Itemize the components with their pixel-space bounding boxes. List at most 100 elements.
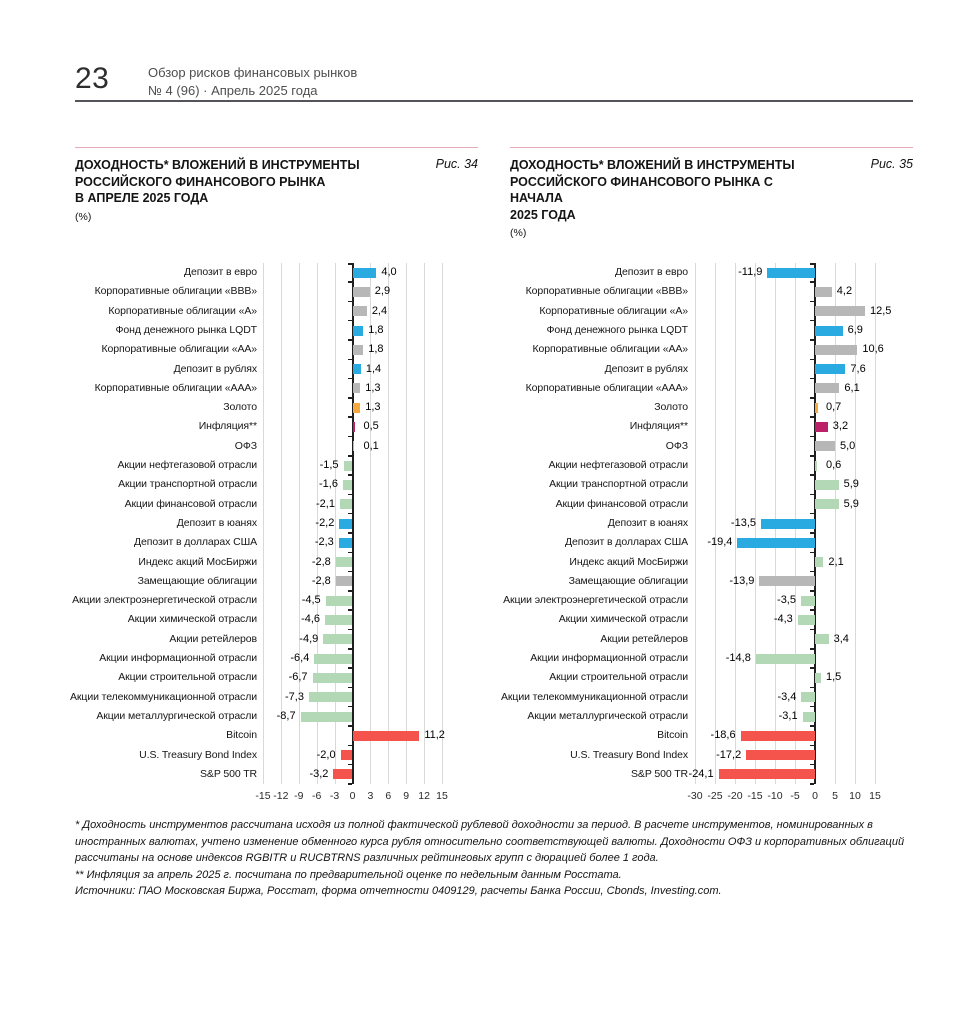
bar (815, 499, 839, 510)
zero-axis-tick (810, 358, 814, 360)
gridline (334, 263, 336, 785)
zero-axis (351, 263, 354, 785)
zero-axis-tick (347, 377, 352, 380)
figure-label: Рис. 35 (870, 157, 913, 171)
bar (312, 672, 353, 683)
category-label: Акции нефтегазовой отрасли (117, 459, 257, 471)
category-label: Индекс акций МосБиржи (138, 555, 257, 568)
category-label: Корпоративные облигации «АА» (101, 343, 258, 356)
value-label: 3,4 (833, 632, 849, 645)
value-label: -4,3 (773, 613, 793, 626)
zero-axis-tick (810, 300, 814, 303)
category-label: Акции финансовой отрасли (124, 497, 258, 510)
gridline (715, 263, 716, 785)
x-tick-label: -6 (312, 790, 322, 803)
category-label: Акции химической отрасли (127, 613, 257, 626)
category-label: Bitcoin (226, 729, 257, 742)
bar (815, 364, 846, 375)
zero-axis-tick (810, 686, 814, 689)
zero-axis-tick (810, 628, 814, 631)
bar-chart-ytd: -30 -25 -20 -15 -10 -5 0 5 10 15 Депозит в евро -11… (501, 263, 891, 806)
gridline (424, 263, 426, 785)
gridline (388, 263, 390, 785)
bar (767, 267, 815, 278)
value-label: -8,7 (276, 709, 296, 722)
x-tick-label: -30 (687, 790, 703, 803)
zero-axis-tick (810, 455, 814, 457)
value-label: 2,9 (374, 285, 391, 298)
x-tick-label: 6 (385, 790, 392, 803)
category-label: Замещающие облигации (568, 574, 689, 587)
bar (801, 692, 815, 703)
zero-axis-tick (347, 532, 352, 534)
value-label: 0,7 (826, 401, 842, 414)
x-tick-label: 3 (367, 790, 374, 803)
chart-title: ДОХОДНОСТЬ* ВЛОЖЕНИЙ В ИНСТРУМЕНТЫ РОССИЙ… (510, 157, 828, 223)
bar (815, 306, 865, 317)
bar (323, 634, 353, 645)
x-tick-label: -3 (329, 790, 340, 803)
zero-axis-tick (347, 551, 352, 553)
bar (342, 479, 353, 490)
value-label: 1,5 (826, 671, 842, 684)
category-label: Депозит в юанях (176, 516, 257, 529)
category-label: Акции строительной отрасли (549, 671, 688, 684)
bar (339, 518, 353, 529)
value-label: 0,6 (826, 459, 842, 471)
x-tick-label: 15 (869, 790, 881, 803)
category-label: Акции транспортной отрасли (118, 478, 257, 491)
category-label: Акции телекоммуникационной отрасли (70, 690, 257, 703)
bar (352, 364, 361, 375)
bar (352, 325, 364, 336)
zero-axis-tick (810, 377, 814, 380)
bar-chart-april: -15 -12 -9 -6 -3 0 3 6 9 12 15 Депозит в евро 4,0 Кор… (70, 263, 448, 806)
figure-34-column: ДОХОДНОСТЬ* ВЛОЖЕНИЙ В ИНСТРУМЕНТЫ РОССИЙ… (70, 147, 478, 808)
category-label: Фонд денежного рынка LQDT (115, 323, 258, 336)
gridline (695, 263, 696, 785)
category-label: Депозит в евро (184, 266, 257, 278)
chart-title-line: 2025 ГОДА (510, 207, 576, 222)
value-label: 0,5 (363, 420, 379, 433)
category-label: Корпоративные облигации «BBB» (525, 285, 688, 298)
zero-axis-tick (347, 609, 352, 611)
x-tick-label: 12 (418, 790, 430, 803)
report-title: Обзор рисков финансовых рынков (148, 65, 358, 80)
bar (815, 422, 828, 433)
bar (815, 402, 818, 413)
category-label: Корпоративные облигации «ААА» (525, 381, 688, 394)
category-label: Депозит в долларах США (565, 536, 688, 549)
bar (761, 518, 815, 529)
category-label: Депозит в евро (615, 266, 688, 278)
zero-axis-tick (347, 300, 352, 303)
bar (759, 576, 815, 587)
zero-axis-tick (810, 570, 814, 573)
zero-axis-tick (347, 416, 352, 418)
category-label: Акции металлургической отрасли (527, 709, 688, 722)
gridline (735, 263, 736, 785)
zero-axis-tick (347, 725, 352, 727)
category-label: Акции информационной отрасли (530, 652, 688, 664)
category-label: Депозит в юанях (607, 516, 688, 529)
category-label: Акции строительной отрасли (118, 671, 257, 684)
zero-axis-tick (810, 783, 814, 785)
zero-axis-tick (347, 783, 352, 785)
bar (815, 441, 835, 452)
category-label: S&P 500 TR (200, 767, 257, 780)
value-label: 4,0 (381, 266, 397, 278)
chart-title-line: ДОХОДНОСТЬ* ВЛОЖЕНИЙ В ИНСТРУМЕНТЫ (75, 158, 360, 172)
zero-axis-tick (347, 590, 352, 592)
footnotes: * Доходность инструментов рассчитана исх… (75, 817, 915, 900)
unit-label: (%) (75, 210, 92, 223)
bar (352, 383, 361, 394)
value-label: -18,6 (710, 729, 736, 742)
gridline (835, 263, 836, 785)
value-label: 5,9 (843, 497, 859, 510)
bar (352, 402, 361, 413)
category-label: S&P 500 TR (631, 767, 688, 780)
x-tick-label: 15 (436, 790, 448, 803)
unit-label: (%) (510, 227, 527, 239)
footnote-inflation: ** Инфляция за апрель 2025 г. посчитана … (75, 868, 622, 881)
zero-axis-tick (347, 474, 352, 476)
zero-axis-tick (810, 532, 814, 534)
bar (801, 595, 815, 606)
